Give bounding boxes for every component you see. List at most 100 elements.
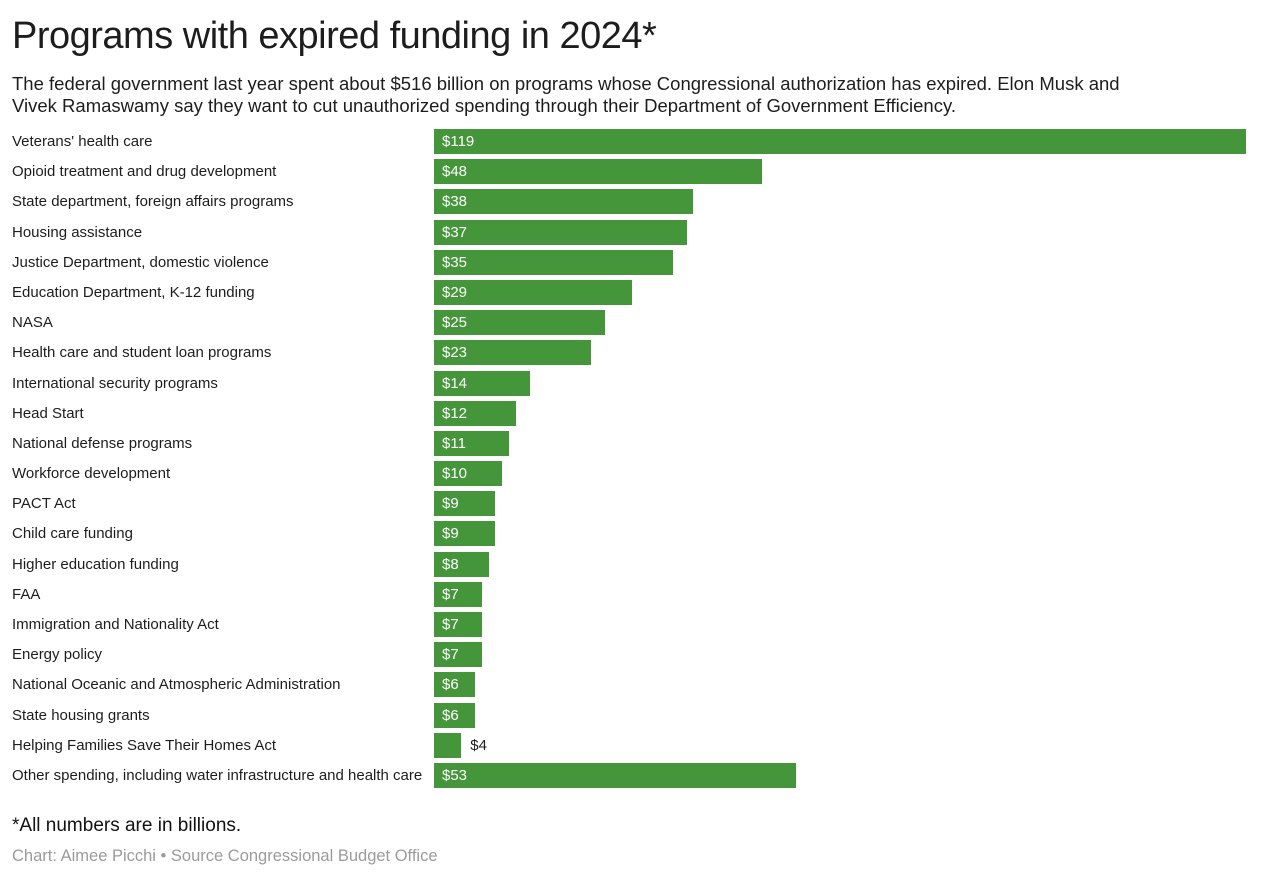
chart-row: Justice Department, domestic violence $35 (12, 249, 1268, 275)
bar-track: $48 (434, 159, 1268, 185)
category-label: National Oceanic and Atmospheric Adminis… (12, 676, 341, 694)
chart-row: National defense programs $11 (12, 430, 1268, 456)
chart-subtitle-line: Vivek Ramaswamy say they want to cut una… (12, 94, 956, 116)
bar-track: $119 (434, 129, 1268, 154)
chart-row: Opioid treatment and drug development $48 (12, 159, 1268, 185)
footnote: *All numbers are in billions. (12, 814, 242, 836)
bar-value-label: $8 (442, 555, 459, 573)
bar: $7 (434, 642, 482, 668)
chart-row: State housing grants $6 (12, 702, 1268, 728)
category-label: NASA (12, 314, 53, 332)
chart-row: Other spending, including water infrastr… (12, 762, 1268, 788)
category-label: State department, foreign affairs progra… (12, 193, 294, 211)
category-label: Veterans' health care (12, 133, 153, 150)
chart-subtitle-line: The federal government last year spent a… (12, 73, 1120, 94)
bar-value-label: $14 (442, 374, 468, 392)
bar-value-label: $29 (442, 283, 468, 301)
bar-track: $7 (434, 612, 1268, 637)
bar-value-label: $7 (442, 616, 459, 633)
chart-row: Workforce development $10 (12, 461, 1268, 487)
category-label: State housing grants (12, 706, 150, 724)
category-label: Energy policy (12, 646, 103, 664)
category-label: Higher education funding (12, 555, 179, 573)
bar-value-label: $6 (442, 676, 459, 694)
chart-row: International security programs $14 (12, 370, 1268, 396)
chart-row: FAA $7 (12, 581, 1268, 607)
bar-track: $7 (434, 581, 1268, 607)
bar: $23 (434, 340, 591, 366)
bar: $35 (434, 249, 673, 275)
category-label: Justice Department, domestic violence (12, 253, 269, 271)
chart-row: State department, foreign affairs progra… (12, 189, 1268, 215)
bar-value-label: $35 (442, 253, 468, 271)
category-label: Immigration and Nationality Act (12, 616, 219, 633)
bar-track: $8 (434, 551, 1268, 577)
bar-track: $35 (434, 249, 1268, 275)
bar-value-label: $53 (442, 766, 468, 784)
chart-row: Education Department, K-12 funding $29 (12, 279, 1268, 305)
category-label: Workforce development (12, 465, 171, 483)
bar: $25 (434, 310, 605, 336)
chart-row: Head Start $12 (12, 400, 1268, 426)
bar-track: $7 (434, 642, 1268, 668)
chart-title: Programs with expired funding in 2024* (12, 15, 657, 57)
bar-track: $25 (434, 310, 1268, 336)
category-label: Other spending, including water infrastr… (12, 766, 423, 784)
bar-chart: Veterans' health care $119 Opioid treatmen… (12, 129, 1268, 788)
category-label: Opioid treatment and drug development (12, 163, 277, 181)
category-label: Housing assistance (12, 223, 143, 241)
category-label: Education Department, K-12 funding (12, 283, 255, 301)
bar-value-label: $9 (442, 495, 459, 513)
chart-row: Higher education funding $8 (12, 551, 1268, 577)
bar-value-label: $37 (442, 223, 468, 241)
category-label: Head Start (12, 404, 84, 422)
bar-value-label: $9 (442, 525, 459, 543)
bar-track: $38 (434, 189, 1268, 215)
bar-value-label: $7 (442, 646, 459, 664)
chart-row: PACT Act $9 (12, 491, 1268, 517)
bar: $10 (434, 461, 503, 487)
bar-track: $29 (434, 279, 1268, 305)
category-label: Helping Families Save Their Homes Act (12, 736, 276, 754)
bar-track: $11 (434, 430, 1268, 456)
bar-value-label: $6 (442, 706, 459, 724)
bar: $11 (434, 430, 510, 456)
bar-track: $23 (434, 340, 1268, 366)
credit-line: Chart: Aimee Picchi • Source Congression… (12, 846, 438, 865)
bar-track: $37 (434, 219, 1268, 245)
bar-value-label: $4 (470, 736, 487, 754)
bar: $38 (434, 189, 694, 215)
category-label: PACT Act (12, 495, 76, 513)
bar: $48 (434, 159, 762, 185)
bar-track: $14 (434, 370, 1268, 396)
bar: $7 (434, 612, 482, 637)
bar: $9 (434, 491, 496, 517)
chart-row: Veterans' health care $119 (12, 129, 1268, 154)
chart-row: National Oceanic and Atmospheric Adminis… (12, 672, 1268, 698)
bar: $6 (434, 672, 475, 698)
bar: $6 (434, 702, 475, 728)
category-label: Child care funding (12, 525, 133, 543)
chart-row: Housing assistance $37 (12, 219, 1268, 245)
bar-track: $9 (434, 491, 1268, 517)
bar-track: $9 (434, 521, 1268, 547)
chart-subtitle: The federal government last year spent a… (12, 73, 1268, 116)
chart-row: Health care and student loan programs $23 (12, 340, 1268, 366)
bar-track: $4 (434, 732, 1268, 758)
bar-value-label: $10 (442, 465, 468, 483)
bar: $53 (434, 762, 796, 788)
bar-value-label: $25 (442, 314, 468, 332)
bar-value-label: $119 (442, 133, 475, 150)
bar-track: $6 (434, 672, 1268, 698)
bar-track: $10 (434, 461, 1268, 487)
bar: $7 (434, 581, 482, 607)
chart-row: Immigration and Nationality Act $7 (12, 612, 1268, 637)
bar: $37 (434, 219, 687, 245)
bar: $119 (434, 129, 1246, 154)
bar-value-label: $11 (442, 434, 466, 452)
bar-value-label: $48 (442, 163, 468, 181)
chart-row: NASA $25 (12, 310, 1268, 336)
bar-value-label: $38 (442, 193, 468, 211)
bar-track: $53 (434, 762, 1268, 788)
